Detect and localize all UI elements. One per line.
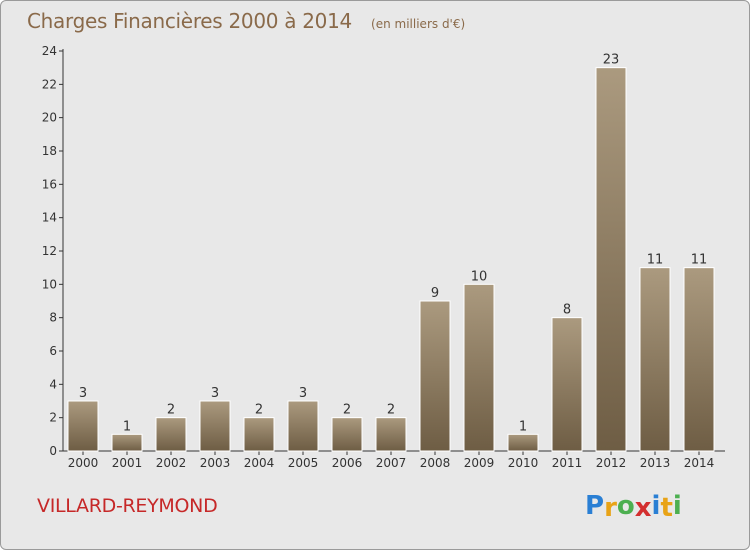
x-tick-label-2003: 2003 <box>200 456 231 470</box>
x-tick-label-2007: 2007 <box>376 456 407 470</box>
logo-letter: o <box>616 491 635 521</box>
y-tick-label: 12 <box>42 244 57 258</box>
x-tick-label-2008: 2008 <box>420 456 451 470</box>
y-tick-label: 16 <box>42 177 57 191</box>
value-label-2011: 8 <box>563 303 571 318</box>
value-label-2000: 3 <box>79 386 87 401</box>
x-axis: 2000 2001 2002 2003 2004 2005 2006 2007 2008 2009… <box>63 450 725 470</box>
value-label-2009: 10 <box>471 269 488 284</box>
x-tick-label-2009: 2009 <box>464 456 495 470</box>
bar-2010 <box>507 433 539 452</box>
chart-title: Charges Financières 2000 à 2014 <box>27 9 352 33</box>
x-tick-label-2004: 2004 <box>244 456 275 470</box>
y-tick-label: 20 <box>42 111 57 125</box>
value-label-2014: 11 <box>691 253 708 268</box>
value-label-2001: 1 <box>123 419 131 434</box>
y-tick-label: 22 <box>42 77 57 91</box>
y-tick-label: 2 <box>49 411 57 425</box>
x-tick-label-2006: 2006 <box>332 456 363 470</box>
x-tick-label-2013: 2013 <box>640 456 671 470</box>
logo-letter: i <box>672 491 682 521</box>
bar-2003 <box>199 400 231 452</box>
value-label-2008: 9 <box>431 286 439 301</box>
x-tick-label-2005: 2005 <box>288 456 319 470</box>
logo-letter: x <box>634 493 652 523</box>
x-tick-label-2014: 2014 <box>684 456 715 470</box>
bar-2000 <box>67 400 99 452</box>
proxiti-logo: Proxiti <box>585 491 682 523</box>
bar-2014 <box>683 267 715 452</box>
y-tick-label: 18 <box>42 144 57 158</box>
logo-letter: P <box>585 491 605 521</box>
value-label-2010: 1 <box>519 419 527 434</box>
logo-letter: i <box>651 491 661 521</box>
x-tick-label-2002: 2002 <box>156 456 187 470</box>
bar-2011 <box>551 317 583 452</box>
value-label-2003: 3 <box>211 386 219 401</box>
value-label-2005: 3 <box>299 386 307 401</box>
y-tick-label: 10 <box>42 277 57 291</box>
x-tick-label-2010: 2010 <box>508 456 539 470</box>
logo-letter: r <box>604 493 617 523</box>
value-label-2006: 2 <box>343 403 351 418</box>
bar-2005 <box>287 400 319 452</box>
value-label-2012: 23 <box>603 53 620 68</box>
chart-header: Charges Financières 2000 à 2014 (en mill… <box>27 9 465 33</box>
x-tick-label-2011: 2011 <box>552 456 583 470</box>
value-label-2007: 2 <box>387 403 395 418</box>
logo-letter: t <box>660 493 673 523</box>
value-label-2002: 2 <box>167 403 175 418</box>
commune-name: VILLARD-REYMOND <box>37 495 218 517</box>
y-tick-label: 6 <box>49 344 57 358</box>
x-tick-label-2001: 2001 <box>112 456 143 470</box>
bar-2002 <box>155 417 187 452</box>
value-label-2013: 11 <box>647 253 664 268</box>
y-tick-label: 24 <box>42 44 57 58</box>
bar-2012 <box>595 67 627 452</box>
bar-2007 <box>375 417 407 452</box>
x-tick-label-2000: 2000 <box>68 456 99 470</box>
y-tick-label: 8 <box>49 311 57 325</box>
y-tick-label: 4 <box>49 377 57 391</box>
bar-2004 <box>243 417 275 452</box>
bar-2001 <box>111 433 143 452</box>
x-tick-label-2012: 2012 <box>596 456 627 470</box>
y-tick-label: 0 <box>49 444 57 458</box>
bar-2006 <box>331 417 363 452</box>
value-label-2004: 2 <box>255 403 263 418</box>
bar-2009 <box>463 283 495 452</box>
chart-unit: (en milliers d'€) <box>371 17 466 31</box>
bar-2008 <box>419 300 451 452</box>
y-tick-label: 14 <box>42 211 57 225</box>
bar-2013 <box>639 267 671 452</box>
